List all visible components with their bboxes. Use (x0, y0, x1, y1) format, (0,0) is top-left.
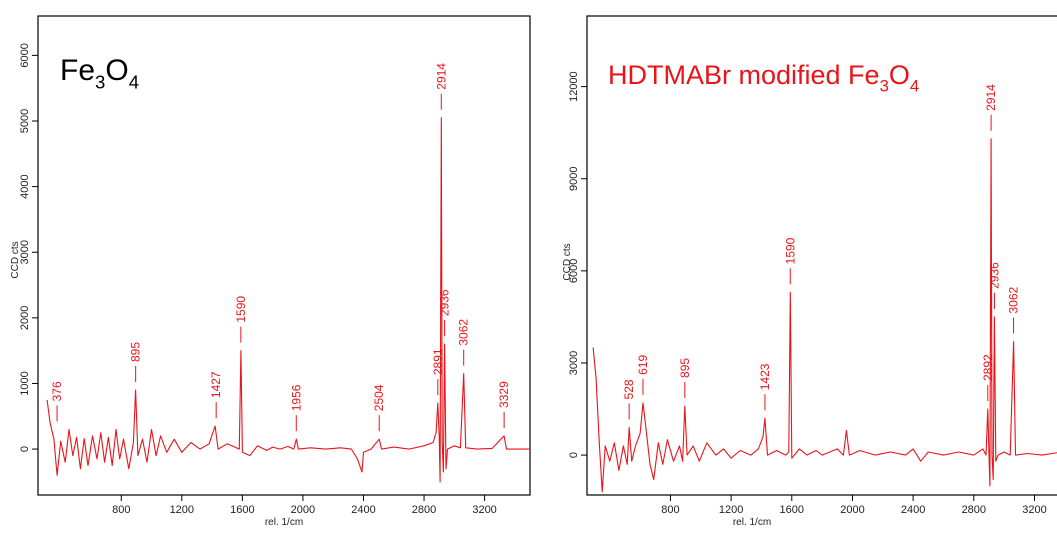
y-tick-label: 6000 (568, 259, 580, 283)
peak-label: 1590 (234, 296, 248, 323)
peak-label: 2892 (981, 354, 995, 381)
peak-label: 1427 (209, 371, 223, 398)
peak-label: 1423 (758, 363, 772, 390)
peak-label: 895 (129, 342, 143, 362)
x-tick-label: 800 (661, 504, 679, 516)
x-tick-label: 1600 (230, 504, 254, 516)
spectrum-line (592, 138, 1057, 493)
peak-label: 2936 (987, 262, 1001, 289)
panel-title-part: 3 (880, 77, 889, 96)
peak-label: 3062 (457, 319, 471, 346)
y-tick-label: 9000 (568, 166, 580, 190)
x-tick-label: 2800 (412, 504, 436, 516)
y-axis-label: CCD cts (562, 243, 573, 280)
y-tick-label: 0 (568, 452, 580, 458)
panel-title: HDTMABr modified Fe3O4 (608, 60, 919, 96)
peak-label: 3062 (1007, 286, 1021, 313)
x-tick-label: 3200 (1022, 504, 1046, 516)
peak-label: 3329 (497, 381, 511, 408)
x-axis-label: rel. 1/cm (265, 517, 303, 528)
x-tick-label: 2000 (840, 504, 864, 516)
peak-label: 2504 (372, 384, 386, 411)
peak-label: 2914 (434, 63, 448, 90)
panel-title-part: 4 (910, 77, 919, 96)
chart-panel-1: 800 1200 1600 2000 2400 2800 3200 0 1000 2000 3000… (10, 15, 531, 528)
y-tick-label: 6000 (19, 43, 31, 67)
peak-label: 528 (622, 379, 636, 399)
peak-label: 1590 (783, 237, 797, 264)
x-tick-label: 1600 (780, 504, 804, 516)
y-tick-label: 12000 (568, 71, 580, 102)
panel-title: Fe3O4 (60, 54, 139, 92)
x-tick-label: 1200 (719, 504, 743, 516)
panel-title-part: HDTMABr modified Fe (608, 60, 880, 90)
spectrum-line (46, 117, 530, 483)
panel-title-part: O (105, 54, 128, 87)
chart-panel-2: 800 1200 1600 2000 2400 2800 3200 0 3000 6000 9000… (562, 15, 1057, 528)
y-axis-label: CCD cts (10, 241, 21, 278)
peak-label: 895 (678, 358, 692, 378)
peak-label: 376 (50, 381, 64, 401)
panel-title-part: 4 (129, 71, 139, 92)
x-tick-label: 800 (112, 504, 130, 516)
peak-label: 2914 (984, 84, 998, 111)
x-axis-label: rel. 1/cm (733, 517, 771, 528)
y-tick-label: 3000 (568, 351, 580, 375)
peak-label: 1956 (289, 384, 303, 411)
peak-label: 2891 (431, 348, 445, 375)
panel-title-part: Fe (60, 54, 95, 87)
panel-title-part: 3 (95, 71, 105, 92)
x-tick-label: 3200 (472, 504, 496, 516)
plot-frame (37, 15, 531, 496)
y-tick-label: 1000 (19, 371, 31, 395)
y-tick-label: 5000 (19, 109, 31, 133)
panel-title-part: O (889, 60, 910, 90)
x-tick-label: 2400 (351, 504, 375, 516)
peak-label: 619 (636, 355, 650, 375)
x-tick-label: 2800 (962, 504, 986, 516)
plot-frame (586, 15, 1057, 496)
y-tick-label: 4000 (19, 174, 31, 198)
x-tick-label: 2400 (901, 504, 925, 516)
x-tick-label: 2000 (291, 504, 315, 516)
x-tick-label: 1200 (170, 504, 194, 516)
y-tick-label: 0 (19, 446, 31, 452)
peak-label: 2936 (438, 289, 452, 316)
y-tick-label: 2000 (19, 306, 31, 330)
y-tick-label: 3000 (19, 240, 31, 264)
